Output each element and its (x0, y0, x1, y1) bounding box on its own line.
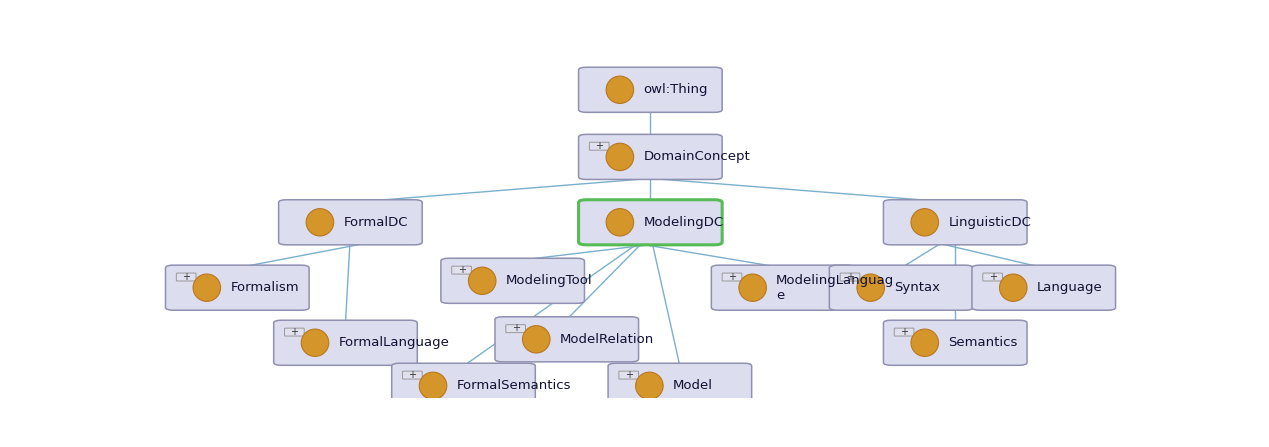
Text: +: + (595, 141, 603, 151)
FancyBboxPatch shape (402, 371, 423, 379)
Text: FormalDC: FormalDC (344, 216, 409, 229)
FancyBboxPatch shape (274, 320, 418, 365)
FancyBboxPatch shape (579, 200, 722, 245)
FancyBboxPatch shape (972, 265, 1115, 310)
FancyBboxPatch shape (440, 258, 585, 304)
Text: Syntax: Syntax (895, 281, 940, 294)
Text: ModelRelation: ModelRelation (560, 333, 654, 346)
Ellipse shape (193, 274, 221, 301)
FancyBboxPatch shape (506, 325, 525, 333)
Polygon shape (628, 175, 651, 178)
Text: Formalism: Formalism (231, 281, 299, 294)
Ellipse shape (306, 209, 334, 236)
Ellipse shape (911, 209, 939, 236)
Text: FormalLanguage: FormalLanguage (339, 336, 449, 349)
Polygon shape (943, 235, 968, 242)
Text: +: + (989, 271, 996, 282)
Text: owl:Thing: owl:Thing (643, 83, 708, 96)
FancyBboxPatch shape (840, 273, 860, 281)
Ellipse shape (636, 372, 664, 400)
Ellipse shape (419, 372, 447, 400)
FancyBboxPatch shape (712, 265, 855, 310)
Ellipse shape (607, 143, 633, 171)
Text: +: + (846, 271, 854, 282)
FancyBboxPatch shape (452, 266, 471, 274)
Text: +: + (291, 327, 298, 337)
Ellipse shape (301, 329, 329, 356)
Text: +: + (183, 271, 190, 282)
Text: +: + (624, 370, 633, 380)
FancyBboxPatch shape (279, 200, 423, 245)
FancyBboxPatch shape (883, 200, 1027, 245)
Text: Model: Model (673, 380, 713, 392)
Text: Language: Language (1037, 281, 1103, 294)
Ellipse shape (607, 209, 633, 236)
Polygon shape (350, 240, 372, 244)
Ellipse shape (739, 274, 766, 301)
Polygon shape (651, 240, 673, 244)
Polygon shape (637, 235, 664, 242)
Text: +: + (728, 271, 736, 282)
Polygon shape (628, 240, 651, 244)
Text: DomainConcept: DomainConcept (643, 150, 750, 164)
Polygon shape (651, 175, 673, 178)
FancyBboxPatch shape (608, 363, 751, 408)
Polygon shape (637, 235, 664, 242)
FancyBboxPatch shape (495, 317, 638, 362)
FancyBboxPatch shape (284, 328, 305, 336)
Text: ModelingTool: ModelingTool (506, 274, 593, 287)
FancyBboxPatch shape (392, 363, 536, 408)
Text: ModelingLanguag
e: ModelingLanguag e (777, 274, 895, 302)
FancyBboxPatch shape (619, 371, 638, 379)
Ellipse shape (857, 274, 884, 301)
FancyBboxPatch shape (165, 265, 310, 310)
FancyBboxPatch shape (883, 320, 1027, 365)
FancyBboxPatch shape (579, 135, 722, 179)
Polygon shape (934, 240, 956, 244)
FancyBboxPatch shape (982, 273, 1003, 281)
Polygon shape (637, 235, 664, 242)
Polygon shape (338, 235, 363, 242)
Ellipse shape (607, 76, 633, 103)
Ellipse shape (1000, 274, 1027, 301)
Text: FormalSemantics: FormalSemantics (457, 380, 571, 392)
Text: +: + (409, 370, 416, 380)
FancyBboxPatch shape (895, 328, 914, 336)
Ellipse shape (911, 329, 939, 356)
FancyBboxPatch shape (830, 265, 973, 310)
Text: LinguisticDC: LinguisticDC (948, 216, 1032, 229)
Text: +: + (458, 265, 466, 274)
Text: Semantics: Semantics (948, 336, 1018, 349)
Text: ModelingDC: ModelingDC (643, 216, 723, 229)
FancyBboxPatch shape (589, 142, 609, 150)
Polygon shape (637, 102, 664, 110)
Text: +: + (511, 323, 519, 333)
FancyBboxPatch shape (579, 67, 722, 112)
Polygon shape (637, 169, 664, 177)
FancyBboxPatch shape (722, 273, 742, 281)
Ellipse shape (468, 267, 496, 295)
Ellipse shape (523, 325, 549, 353)
Text: +: + (900, 327, 909, 337)
FancyBboxPatch shape (176, 273, 195, 281)
Polygon shape (943, 235, 968, 242)
